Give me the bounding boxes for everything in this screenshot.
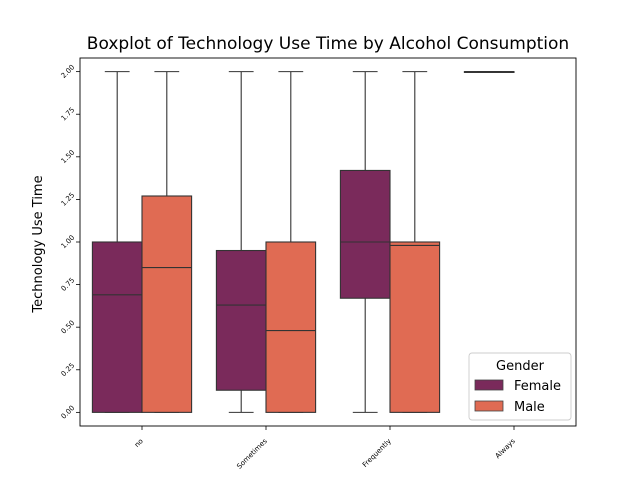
- legend: Gender Female Male: [468, 352, 572, 421]
- box-body: [339, 169, 391, 299]
- y-tick-label: 0.25: [60, 361, 77, 378]
- box-male-sometimes: [265, 71, 317, 413]
- x-tick-label: Sometimes: [235, 437, 269, 471]
- y-tick-label: 0.75: [60, 276, 77, 293]
- box-male-no: [141, 71, 193, 413]
- y-tick-label: 0.00: [60, 404, 77, 421]
- box-female-frequently: [339, 71, 391, 413]
- box-female-always: [463, 71, 515, 73]
- x-tick-label: Frequently: [361, 437, 393, 469]
- box-body: [265, 241, 317, 413]
- box-body: [215, 249, 267, 391]
- box-body: [389, 241, 441, 413]
- legend-swatch-female: [474, 379, 504, 391]
- plot-area-frame: [79, 57, 577, 427]
- x-tick-label: no: [133, 437, 145, 449]
- y-axis-label: Technology Use Time: [31, 175, 46, 313]
- y-tick-label: 1.75: [60, 106, 77, 123]
- y-tick-label: 2.00: [60, 63, 77, 80]
- box-female-sometimes: [215, 71, 267, 413]
- y-tick-label: 1.00: [60, 234, 77, 251]
- legend-swatch-male: [474, 400, 504, 412]
- legend-label-female: Female: [514, 379, 561, 394]
- legend-title: Gender: [496, 359, 545, 374]
- y-tick-label: 1.25: [60, 191, 77, 208]
- box-male-frequently: [389, 71, 441, 413]
- x-tick-label: Always: [494, 437, 517, 460]
- chart-title: Boxplot of Technology Use Time by Alcoho…: [87, 34, 569, 54]
- box-body: [91, 241, 143, 413]
- legend-label-male: Male: [514, 400, 545, 415]
- y-tick-label: 1.50: [60, 148, 77, 165]
- y-tick-label: 0.50: [60, 319, 77, 336]
- box-body: [141, 195, 193, 413]
- box-female-no: [91, 71, 143, 413]
